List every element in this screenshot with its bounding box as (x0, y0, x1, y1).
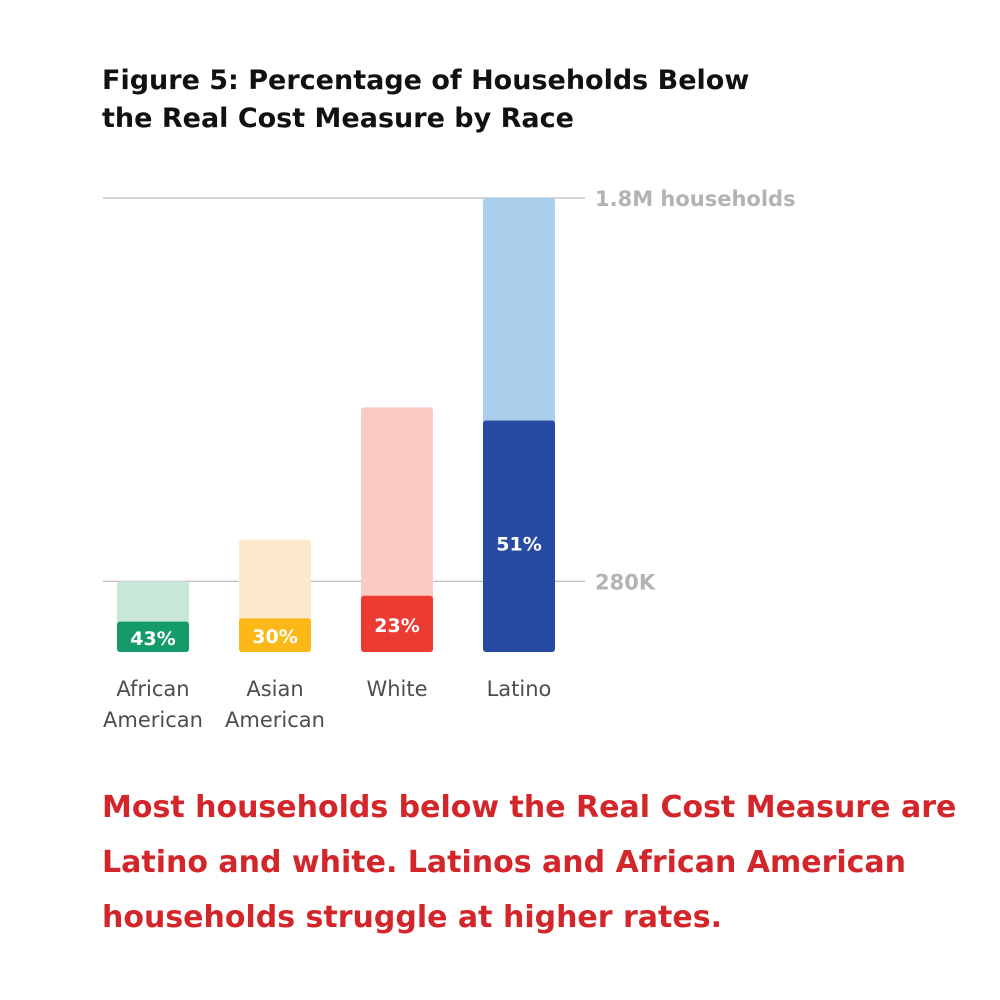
bar-below-measure-3 (361, 595, 433, 652)
category-label-2-line-1: Asian (246, 677, 303, 701)
chart-caption: Most households below the Real Cost Meas… (102, 780, 962, 945)
reference-label-1: 1.8M households (595, 187, 796, 211)
chart-title-line-2: the Real Cost Measure by Race (102, 103, 574, 134)
chart-title: Figure 5: Percentage of Households Below… (102, 62, 802, 138)
data-label-1: 43% (130, 628, 175, 650)
category-label-2-line-2: American (225, 708, 325, 732)
data-label-4: 51% (496, 533, 541, 555)
data-label-2: 30% (252, 626, 297, 648)
reference-label-2: 280K (595, 570, 656, 594)
bar-below-measure-2 (239, 618, 311, 652)
category-label-1-line-2: American (103, 708, 203, 732)
data-label-3: 23% (374, 615, 419, 637)
caption-line-3: households struggle at higher rates. (102, 900, 722, 935)
caption-line-2: Latino and white. Latinos and African Am… (102, 845, 907, 880)
bar-below-measure-1 (117, 621, 189, 652)
bar-chart: 1.8M households 280K 43% African American 30%… (103, 187, 796, 732)
chart-title-line-1: Figure 5: Percentage of Households Below (102, 65, 750, 96)
bar-total-3 (361, 407, 433, 652)
bar-below-measure-4 (483, 420, 555, 652)
caption-line-1: Most households below the Real Cost Meas… (102, 790, 957, 825)
category-label-1-line-1: African (116, 677, 189, 701)
category-label-4-line-1: Latino (487, 677, 552, 701)
category-label-3-line-1: White (366, 677, 427, 701)
